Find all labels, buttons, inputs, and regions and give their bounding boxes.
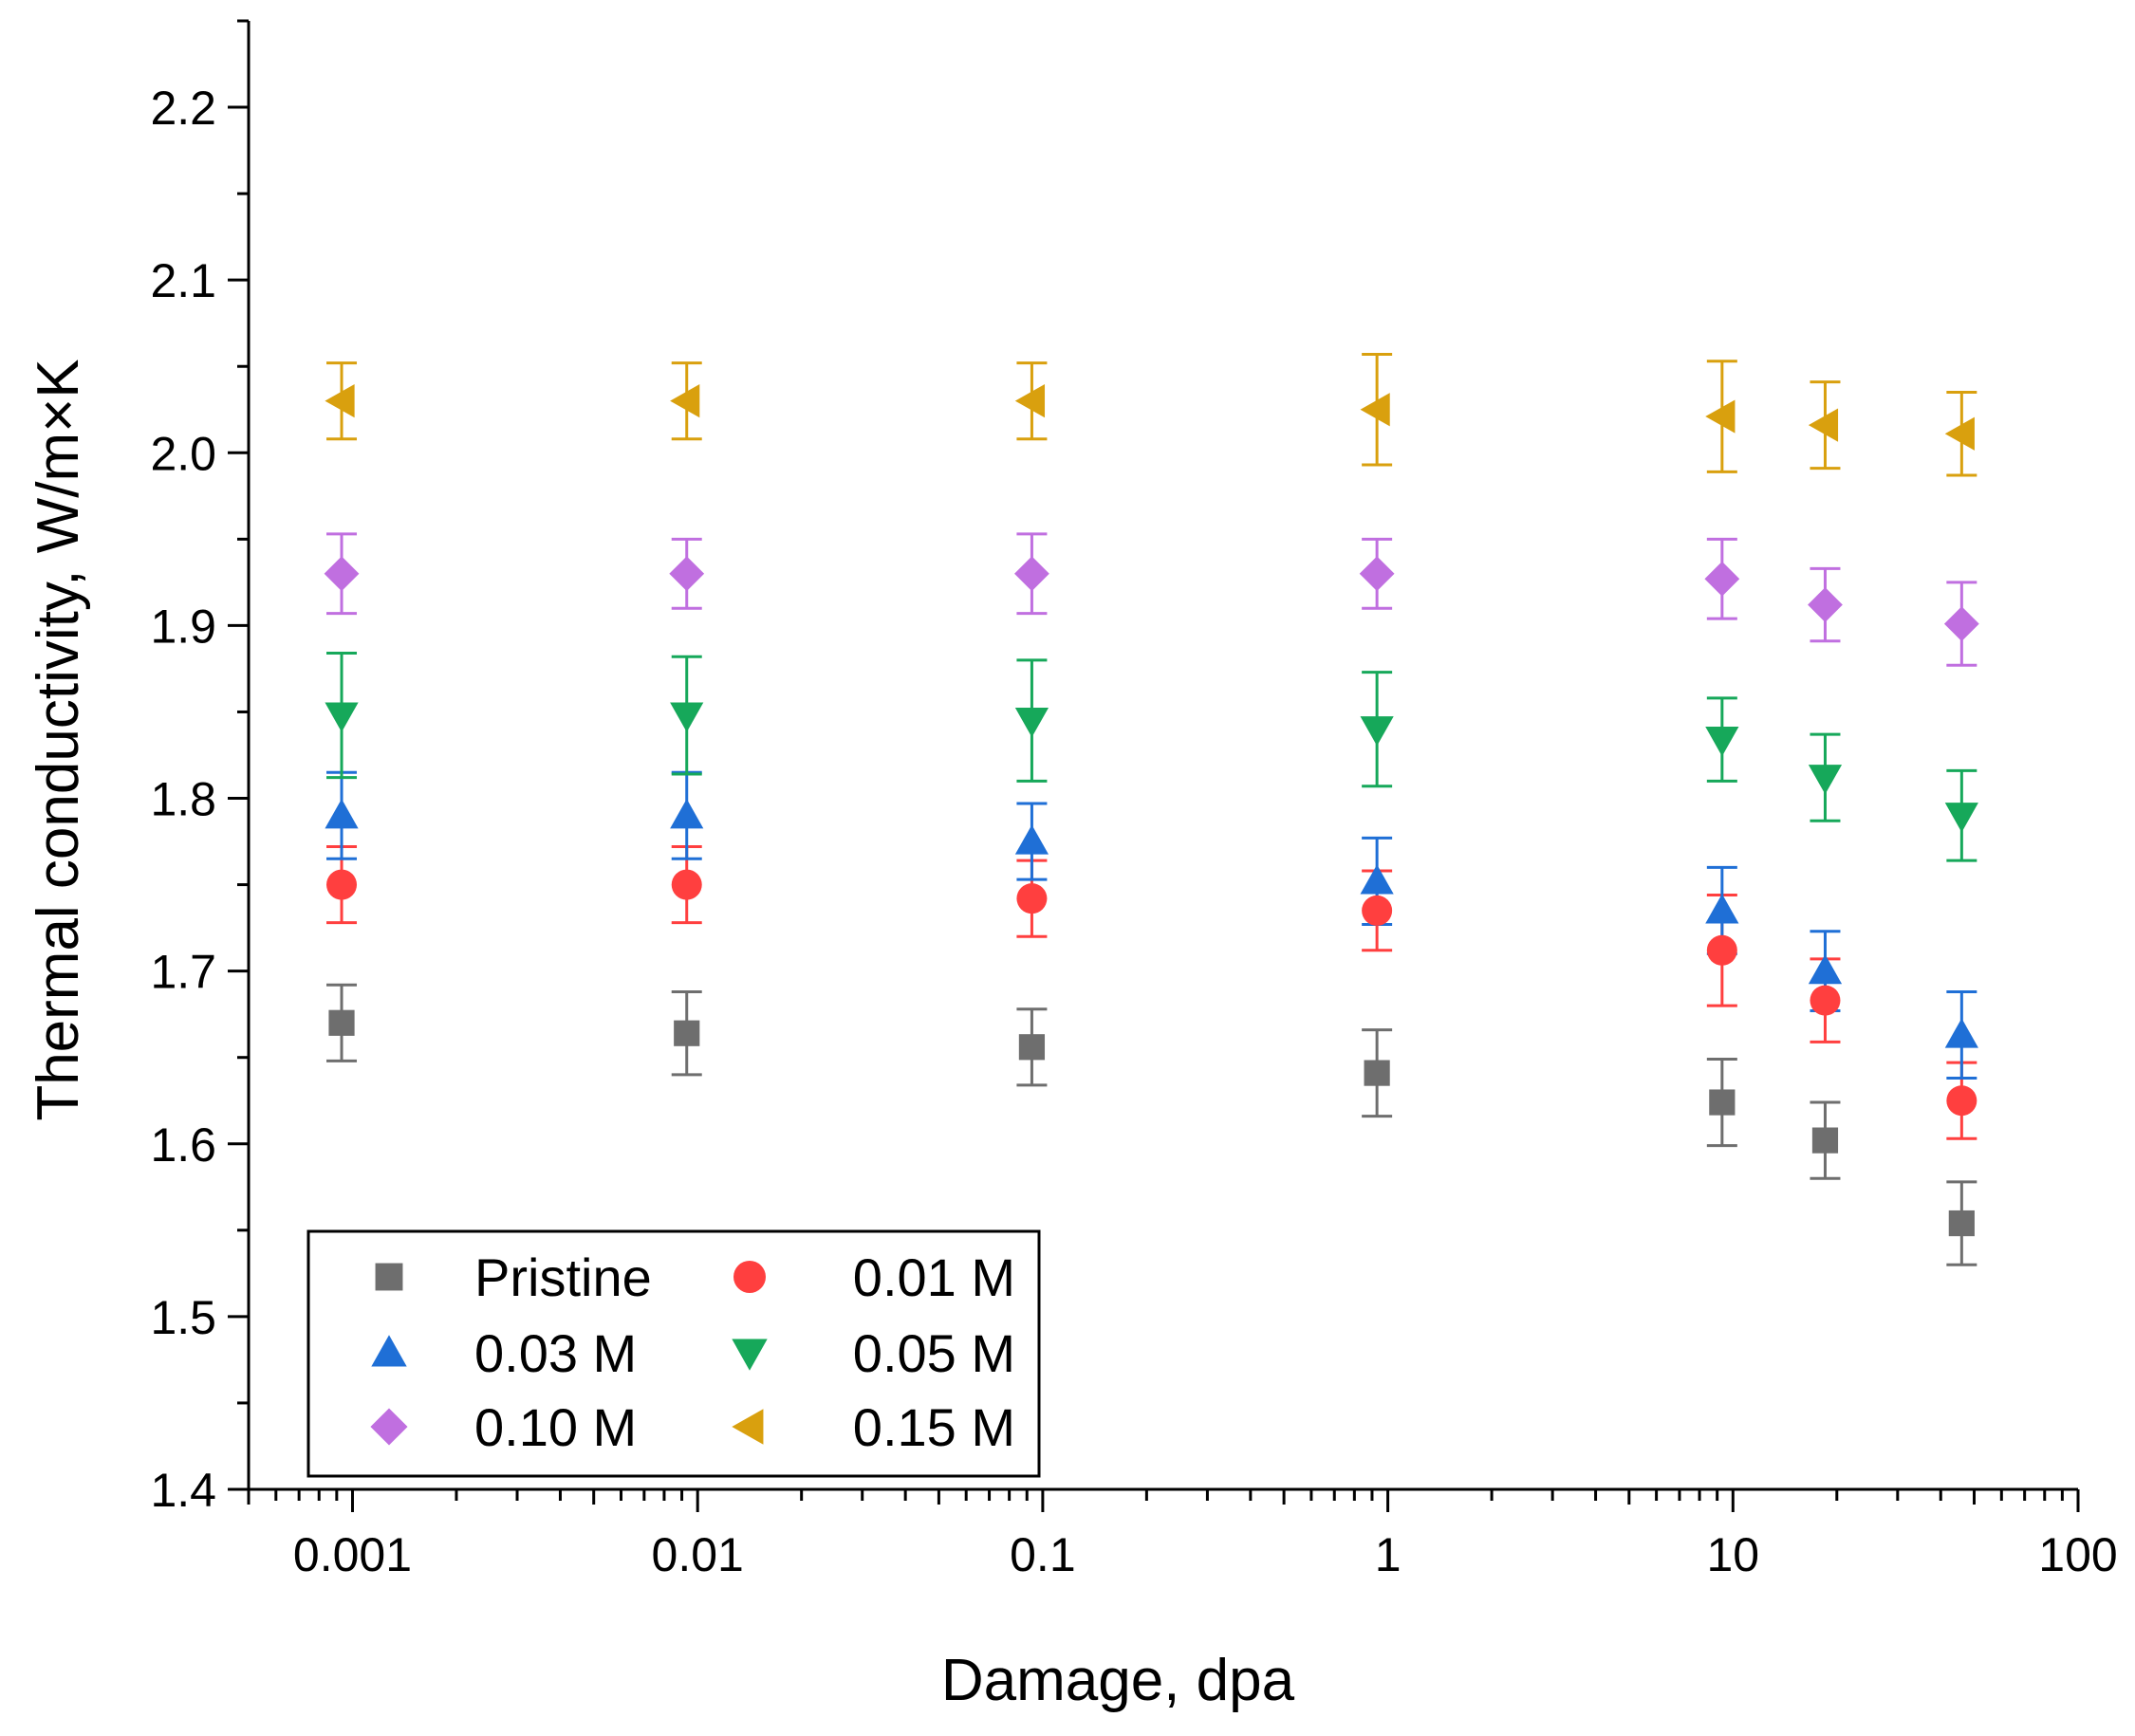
x-tick-label: 1 xyxy=(1375,1528,1402,1581)
x-axis: 0.001 0.01 0.1 1 10 100 xyxy=(247,1487,2118,1581)
data-point-pristine xyxy=(674,1020,700,1046)
legend-box xyxy=(306,1229,1041,1478)
data-point-0-05-m xyxy=(1705,727,1739,757)
legend-label: 0.15 M xyxy=(853,1397,1015,1457)
data-point-0-15-m xyxy=(325,384,355,418)
y-tick-label: 1.4 xyxy=(150,1464,216,1517)
data-point-pristine xyxy=(1709,1089,1736,1116)
legend-item-0-05-m: 0.05 M xyxy=(732,1323,1015,1383)
x-tick-label: 100 xyxy=(2038,1528,2117,1581)
data-point-0-15-m xyxy=(1014,384,1046,418)
data-point-0-15-m xyxy=(1944,416,1975,451)
data-point-0-10-m xyxy=(324,556,360,592)
data-point-0-05-m xyxy=(325,702,359,732)
data-point-0-15-m xyxy=(1360,393,1390,427)
data-point-0-03-m xyxy=(1360,864,1394,895)
data-point-0-03-m xyxy=(1944,1018,1978,1048)
data-point-0-03-m xyxy=(670,799,704,829)
error-bars xyxy=(326,352,1977,1266)
y-axis-title: Thermal conductivity, W/m×K xyxy=(26,359,91,1120)
data-point-0-10-m xyxy=(1943,606,1979,641)
data-point-0-01-m xyxy=(1362,895,1393,926)
y-tick-label: 1.8 xyxy=(150,773,216,826)
legend-marker xyxy=(732,1409,764,1445)
legend-marker xyxy=(370,1408,408,1446)
legend-item-0-15-m: 0.15 M xyxy=(732,1397,1015,1457)
data-point-0-05-m xyxy=(670,702,704,732)
data-point-0-15-m xyxy=(1705,399,1736,434)
data-point-0-03-m xyxy=(1808,954,1843,985)
y-tick-label: 2.2 xyxy=(150,82,216,135)
legend-item-0-03-m: 0.03 M xyxy=(371,1323,637,1383)
y-tick-label: 1.6 xyxy=(150,1118,216,1172)
legend-item-0-01-m: 0.01 M xyxy=(733,1247,1015,1307)
data-point-0-05-m xyxy=(1808,765,1843,795)
data-point-pristine xyxy=(1811,1127,1839,1154)
x-axis-title: Damage, dpa xyxy=(941,1648,1295,1713)
data-point-0-05-m xyxy=(1944,803,1978,833)
data-point-pristine xyxy=(1018,1034,1046,1061)
data-point-0-03-m xyxy=(1705,894,1739,924)
data-point-0-15-m xyxy=(670,384,700,418)
x-tick-label: 0.01 xyxy=(652,1528,744,1581)
data-point-0-10-m xyxy=(1808,587,1843,622)
data-point-0-15-m xyxy=(1808,408,1839,442)
data-point-0-05-m xyxy=(1360,716,1394,747)
legend-label: 0.05 M xyxy=(853,1323,1015,1383)
x-tick-label: 0.001 xyxy=(293,1528,412,1581)
data-point-0-10-m xyxy=(1704,561,1740,597)
legend-label: Pristine xyxy=(474,1247,652,1307)
y-tick-label: 1.9 xyxy=(150,600,216,653)
x-tick-label: 0.1 xyxy=(1010,1528,1076,1581)
data-point-0-10-m xyxy=(1359,556,1395,592)
data-point-0-01-m xyxy=(1810,985,1841,1016)
legend: Pristine 0.01 M 0.03 M 0.05 M 0.10 M 0.15 M xyxy=(306,1229,1041,1478)
x-tick-label: 10 xyxy=(1706,1528,1759,1581)
legend-label: 0.03 M xyxy=(474,1323,637,1383)
data-markers xyxy=(324,384,1979,1237)
data-point-0-01-m xyxy=(1706,934,1737,966)
y-tick-label: 1.5 xyxy=(150,1291,216,1344)
legend-label: 0.10 M xyxy=(474,1397,637,1457)
y-tick-label: 2.1 xyxy=(150,254,216,307)
data-point-0-05-m xyxy=(1014,707,1049,738)
data-point-pristine xyxy=(328,1009,355,1036)
y-tick-label: 1.7 xyxy=(150,946,216,999)
legend-marker xyxy=(732,1339,768,1371)
data-point-0-01-m xyxy=(1946,1085,1977,1117)
data-point-0-01-m xyxy=(326,869,358,900)
legend-item-0-10-m: 0.10 M xyxy=(370,1397,637,1457)
legend-marker xyxy=(371,1335,407,1367)
legend-label: 0.01 M xyxy=(853,1247,1015,1307)
data-point-0-01-m xyxy=(1016,883,1048,914)
data-point-0-10-m xyxy=(669,556,705,592)
data-point-0-03-m xyxy=(1014,824,1049,855)
y-axis: 1.4 1.5 1.6 1.7 1.8 1.9 2.0 2.1 2.2 xyxy=(150,19,251,1517)
legend-item-pristine: Pristine xyxy=(375,1247,652,1307)
data-point-0-03-m xyxy=(325,799,359,829)
data-point-pristine xyxy=(1364,1060,1390,1086)
y-tick-label: 2.0 xyxy=(150,427,216,480)
data-point-0-01-m xyxy=(671,869,702,900)
data-point-0-10-m xyxy=(1014,556,1049,592)
legend-marker xyxy=(733,1261,766,1293)
legend-marker xyxy=(375,1263,403,1291)
data-point-pristine xyxy=(1948,1210,1975,1237)
